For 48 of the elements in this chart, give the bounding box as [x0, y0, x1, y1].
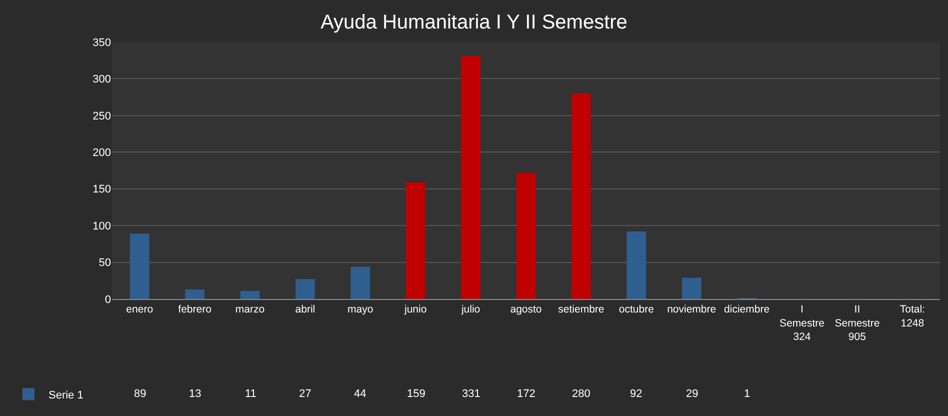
x-tick-label: junio: [404, 304, 427, 316]
data-label: 280: [572, 388, 590, 400]
x-tick-label: setiembre: [558, 304, 604, 316]
y-tick-label: 100: [92, 220, 111, 232]
x-tick-label: diciembre: [724, 304, 770, 316]
chart-title: Ayuda Humanitaria I Y II Semestre: [320, 12, 628, 34]
y-tick-label: 250: [92, 110, 111, 122]
x-tick-label: octubre: [618, 304, 654, 316]
bar: [406, 182, 426, 299]
data-label: 89: [134, 388, 146, 400]
bar: [130, 234, 150, 299]
data-label: 29: [686, 388, 698, 400]
data-label: 331: [462, 388, 480, 400]
bar: [240, 290, 260, 299]
x-tick-label: noviembre: [667, 304, 716, 316]
y-tick-label: 300: [92, 74, 111, 86]
data-label: 27: [299, 388, 312, 400]
x-tick-label: Total: 1248: [900, 304, 925, 330]
bar: [682, 278, 702, 299]
y-tick-label: 150: [92, 184, 111, 196]
bar: [626, 231, 646, 299]
legend-label: Serie 1: [48, 389, 84, 402]
bar: [185, 289, 204, 299]
data-label: 13: [189, 388, 202, 400]
data-label: 1: [744, 388, 750, 400]
x-tick-label: febrero: [178, 304, 212, 316]
bar: [461, 56, 480, 299]
x-tick-label: I Semestre 324: [780, 304, 825, 343]
x-tick-label: II Semestre 905: [834, 304, 880, 343]
data-label: 44: [354, 388, 366, 400]
data-label: 92: [630, 388, 642, 400]
y-tick-label: 350: [92, 36, 111, 49]
x-tick-label: agosto: [510, 304, 542, 316]
bar: [516, 172, 536, 299]
bar: [572, 93, 591, 299]
bar: [350, 266, 370, 299]
bar: [296, 279, 315, 299]
y-tick-label: 50: [98, 257, 111, 270]
data-label: 172: [517, 388, 536, 400]
y-tick-label: 200: [92, 146, 111, 159]
y-tick-label: 0: [104, 294, 111, 306]
x-tick-label: enero: [126, 304, 154, 316]
x-tick-label: julio: [460, 304, 480, 316]
data-label: 11: [245, 388, 256, 400]
data-label: 159: [407, 388, 426, 400]
x-tick-label: marzo: [235, 304, 265, 316]
x-tick-label: mayo: [348, 304, 374, 316]
x-tick-label: abril: [295, 304, 316, 316]
